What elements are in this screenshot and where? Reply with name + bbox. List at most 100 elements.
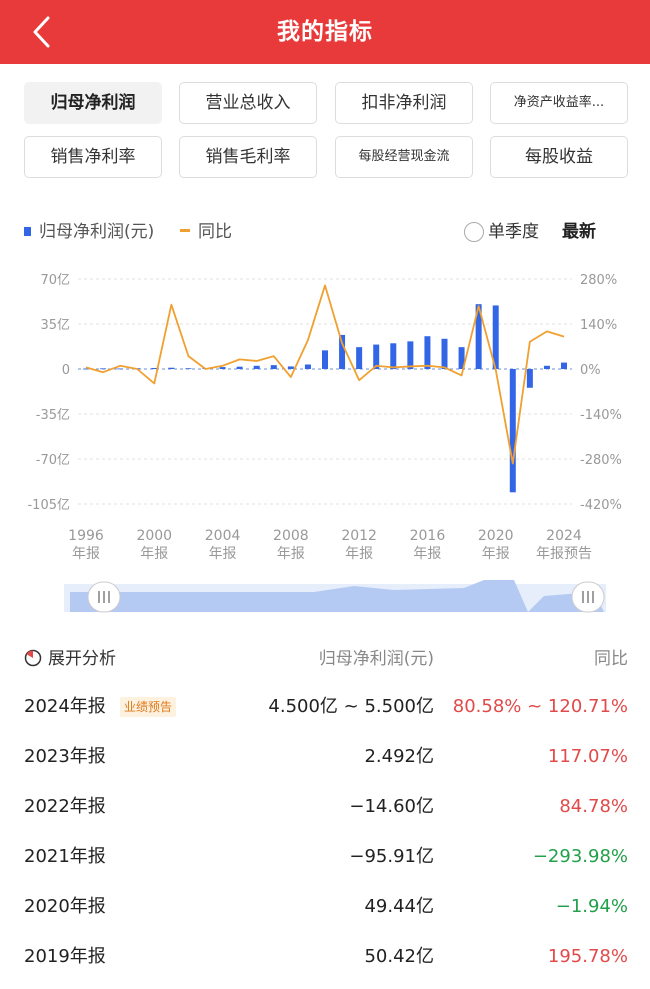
row-period: 2021年报	[24, 846, 106, 867]
expand-analysis-label: 展开分析	[48, 649, 116, 669]
tab-net-profit[interactable]: 归母净利润	[24, 82, 162, 124]
forecast-badge: 业绩预告	[120, 697, 177, 717]
bar	[424, 336, 431, 369]
row-value: 50.42亿	[364, 946, 434, 967]
x-tick-sub: 年报	[345, 546, 373, 562]
row-period: 2022年报	[24, 796, 106, 817]
y-tick-label-left: -70亿	[36, 453, 70, 468]
y-tick-label-left: 35亿	[40, 318, 70, 333]
quarter-toggle-label[interactable]: 单季度	[488, 222, 539, 242]
bar	[322, 350, 328, 369]
bar	[407, 341, 414, 369]
table-row[interactable]: 2022年报 −14.60亿 84.78%	[24, 789, 628, 825]
tab-deducted-profit[interactable]: 扣非净利润	[335, 82, 473, 124]
tab-total-revenue[interactable]: 营业总收入	[179, 82, 317, 124]
table-row[interactable]: 2023年报 2.492亿 117.07%	[24, 739, 628, 775]
bar	[83, 368, 89, 370]
bar	[287, 366, 294, 369]
y-tick-label-right: 0%	[580, 363, 601, 378]
slider-overview-area	[70, 580, 604, 612]
bar-swatch-icon	[24, 227, 31, 236]
row-period: 2019年报	[24, 946, 106, 967]
page-title: 我的指标	[277, 19, 373, 45]
table-row[interactable]: 2021年报 −95.91亿 −293.98%	[24, 839, 628, 875]
table-row[interactable]: 2019年报 50.42亿 195.78%	[24, 939, 628, 975]
x-tick-year: 2020	[478, 528, 514, 544]
row-yoy: 195.78%	[547, 946, 628, 967]
row-yoy: −1.94%	[555, 896, 628, 917]
bar	[543, 365, 550, 369]
expand-analysis-button[interactable]: 展开分析	[24, 645, 116, 673]
tab-operating-cashflow-per-share[interactable]: 每股经营现金流	[335, 136, 473, 178]
latest-filter[interactable]: 最新	[562, 222, 596, 242]
slider-handle-right[interactable]	[571, 581, 605, 613]
x-tick-year: 1996	[68, 528, 104, 544]
y-tick-label-left: 0	[62, 363, 70, 378]
legend-bar-label: 归母净利润(元)	[39, 222, 155, 242]
chart-legend: 归母净利润(元) 同比 单季度 最新	[24, 218, 628, 246]
bar	[561, 362, 567, 369]
pie-chart-icon	[24, 649, 42, 667]
bar	[509, 369, 516, 493]
row-yoy: 117.07%	[547, 746, 628, 767]
legend-line: 同比	[180, 218, 232, 246]
row-value: −95.91亿	[349, 846, 434, 867]
x-tick-sub: 年报	[140, 546, 168, 562]
y-tick-label-right: -280%	[580, 453, 622, 468]
table-row[interactable]: 2020年报 49.44亿 −1.94%	[24, 889, 628, 925]
back-button[interactable]	[24, 12, 64, 52]
tab-gross-margin[interactable]: 销售毛利率	[179, 136, 317, 178]
row-value: 4.500亿 ~ 5.500亿	[268, 696, 434, 717]
x-tick-year: 2008	[273, 528, 309, 544]
x-tick-sub: 年报	[72, 546, 100, 562]
x-tick-sub: 年报	[413, 546, 441, 562]
x-tick-year: 2024	[546, 528, 582, 544]
bar	[304, 364, 311, 369]
bar	[458, 347, 465, 369]
column-header-yoy: 同比	[594, 649, 628, 669]
bar	[475, 304, 482, 369]
row-period: 2023年报	[24, 746, 106, 767]
bar	[100, 368, 107, 370]
range-slider[interactable]	[64, 578, 606, 616]
row-yoy: −293.98%	[532, 846, 628, 867]
y-tick-label-right: -140%	[580, 408, 622, 423]
bar	[219, 367, 226, 369]
tab-eps[interactable]: 每股收益	[490, 136, 628, 178]
chevron-left-icon	[33, 16, 50, 48]
bar	[117, 368, 124, 370]
x-tick-year: 2012	[341, 528, 377, 544]
row-yoy: 80.58% ~ 120.71%	[452, 696, 628, 717]
tab-roe[interactable]: 净资产收益率...	[490, 82, 628, 124]
row-period: 2024年报	[24, 696, 106, 717]
slider-handle-left[interactable]	[87, 581, 121, 613]
y-tick-label-left: 70亿	[40, 273, 70, 288]
column-header-value: 归母净利润(元)	[318, 649, 434, 669]
bar	[185, 368, 192, 370]
bar	[151, 367, 158, 369]
x-tick-year: 2004	[205, 528, 241, 544]
bar	[492, 305, 499, 369]
row-period: 2020年报	[24, 896, 106, 917]
bar	[390, 343, 397, 369]
row-value: −14.60亿	[349, 796, 434, 817]
tab-net-margin[interactable]: 销售净利率	[24, 136, 162, 178]
x-tick-sub: 年报预告	[536, 546, 592, 562]
x-tick-sub: 年报	[277, 546, 305, 562]
bar	[441, 338, 448, 369]
bar	[373, 344, 380, 369]
bar	[339, 334, 346, 369]
y-tick-label-right: -420%	[580, 498, 622, 513]
legend-line-label: 同比	[198, 222, 232, 242]
bar	[236, 366, 243, 369]
x-tick-sub: 年报	[482, 546, 510, 562]
bar	[356, 347, 363, 369]
table-row[interactable]: 2024年报 业绩预告 4.500亿 ~ 5.500亿 80.58% ~ 120…	[24, 689, 628, 725]
table-header: 展开分析 归母净利润(元) 同比	[24, 645, 628, 673]
bar	[253, 365, 260, 369]
y-tick-label-right: 140%	[580, 318, 617, 333]
quarter-radio[interactable]	[464, 222, 484, 242]
app-header: 我的指标	[0, 0, 650, 64]
x-tick-sub: 年报	[209, 546, 237, 562]
net-profit-chart: 70亿 35亿 0 -35亿 -70亿 -105亿 280% 140% 0% -140% -280%…	[27, 273, 622, 562]
